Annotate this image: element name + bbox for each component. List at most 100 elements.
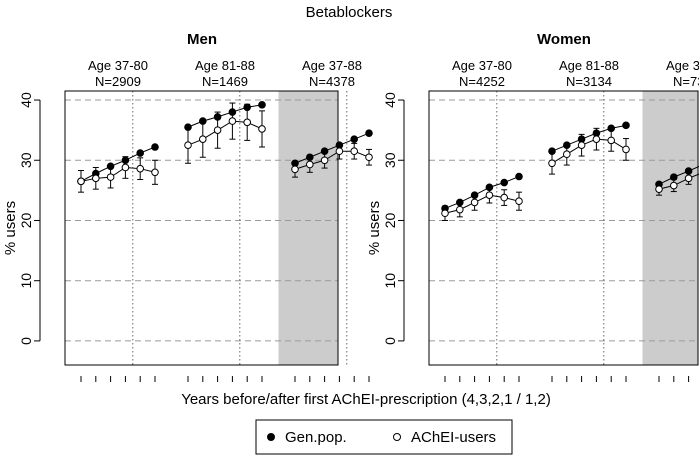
achei-point	[291, 165, 299, 174]
panel-women: 0 10 20 30 40 % users Women Age 37-80N=4252 Age …	[366, 31, 699, 382]
group-header-age: Age 81-88	[559, 58, 619, 73]
gen-pop-point	[365, 129, 373, 137]
achei-point	[106, 173, 115, 181]
achei-point	[258, 125, 266, 133]
plot-frame	[428, 90, 699, 366]
panel-title: Women	[537, 31, 591, 48]
y-tick-label: 20	[382, 212, 398, 228]
achei-point	[306, 160, 314, 169]
achei-point	[350, 147, 359, 156]
shaded-region	[278, 91, 338, 365]
y-tick-label: 0	[18, 337, 34, 345]
group-header-n: N=2909	[95, 74, 141, 89]
y-tick-label: 40	[18, 92, 34, 108]
achei-point	[485, 191, 494, 199]
achei-point	[335, 147, 344, 156]
achei-point	[470, 198, 479, 207]
achei-point	[607, 136, 616, 145]
achei-point	[622, 145, 630, 154]
plot-frame	[64, 90, 339, 366]
achei-point	[77, 177, 85, 186]
achei-point	[243, 118, 251, 127]
achei-point	[500, 193, 509, 202]
gen-pop-point	[213, 113, 222, 121]
achei-point	[213, 126, 222, 134]
achei-point	[684, 174, 693, 183]
gen-pop-point	[106, 162, 115, 171]
figure-title: Betablockers	[306, 4, 393, 21]
gen-pop-point	[607, 124, 616, 133]
legend-gen-pop-marker	[267, 433, 275, 441]
group-header-age: Age 37-88	[666, 58, 699, 73]
shaded-region	[642, 91, 698, 365]
gen-pop-point	[622, 121, 630, 130]
y-tick-label: 0	[382, 337, 398, 345]
gen-pop-point	[485, 183, 494, 192]
achei-point	[228, 117, 237, 125]
gen-pop-point	[136, 149, 144, 157]
gen-pop-point	[258, 101, 266, 109]
gen-pop-point	[151, 143, 159, 151]
group-header-age: Age 37-80	[452, 58, 512, 73]
achei-point	[136, 164, 144, 173]
gen-pop-point	[350, 135, 359, 143]
gen-pop-line	[80, 146, 156, 182]
y-tick-label: 30	[382, 152, 398, 168]
achei-point	[592, 135, 601, 143]
achei-point	[121, 163, 130, 172]
y-tick-label: 30	[18, 152, 34, 168]
gen-pop-line	[444, 176, 520, 209]
achei-point	[92, 174, 100, 183]
achei-point	[563, 150, 571, 159]
legend-achei-label: AChEI-users	[411, 429, 496, 446]
panel-title: Men	[187, 31, 217, 48]
achei-point	[655, 185, 663, 193]
gen-pop-point	[563, 141, 571, 149]
y-tick-label: 10	[382, 273, 398, 289]
y-tick-label: 10	[18, 273, 34, 289]
group-header-n: N=4252	[459, 74, 505, 89]
legend-box	[255, 419, 513, 455]
achei-point	[441, 209, 449, 218]
gen-pop-point	[121, 156, 130, 165]
gen-pop-point	[184, 123, 192, 131]
group-header-n: N=1469	[202, 74, 248, 89]
group-header-age: Age 37-88	[302, 58, 362, 73]
achei-point	[199, 135, 207, 143]
gen-pop-point	[306, 153, 314, 162]
panel-men: 0 10 20 30 40 % users Men Age 37-80N=2909 Age 81…	[2, 31, 373, 382]
achei-point	[577, 141, 586, 149]
achei-point	[320, 156, 329, 165]
gen-pop-point	[470, 191, 479, 199]
achei-point	[548, 159, 556, 168]
group-header-age: Age 37-80	[88, 58, 148, 73]
achei-point	[365, 153, 373, 162]
achei-point	[151, 168, 159, 177]
achei-point	[670, 181, 678, 190]
achei-line	[80, 166, 156, 182]
achei-point	[515, 197, 523, 206]
x-axis-label: Years before/after first AChEI-prescript…	[181, 391, 551, 408]
gen-pop-point	[515, 172, 523, 181]
y-axis-label: % users	[2, 201, 19, 255]
y-tick-label: 20	[18, 212, 34, 228]
legend-gen-pop-label: Gen.pop.	[285, 429, 347, 446]
gen-pop-point	[456, 198, 464, 207]
achei-line	[551, 138, 627, 164]
y-tick-label: 40	[382, 92, 398, 108]
group-header-age: Age 81-88	[195, 58, 255, 73]
gen-pop-point	[243, 103, 251, 112]
achei-line	[187, 120, 263, 146]
gen-pop-point	[500, 178, 509, 187]
y-axis-label: % users	[366, 201, 383, 255]
gen-pop-point	[670, 173, 678, 181]
legend: Gen.pop. AChEI-users	[255, 419, 513, 455]
gen-pop-point	[228, 108, 237, 116]
group-header-n: N=7386	[673, 74, 699, 89]
gen-pop-point	[199, 117, 207, 125]
gen-pop-point	[684, 167, 693, 175]
achei-point	[456, 205, 464, 214]
legend-achei-marker	[393, 433, 401, 441]
gen-pop-point	[548, 147, 556, 156]
